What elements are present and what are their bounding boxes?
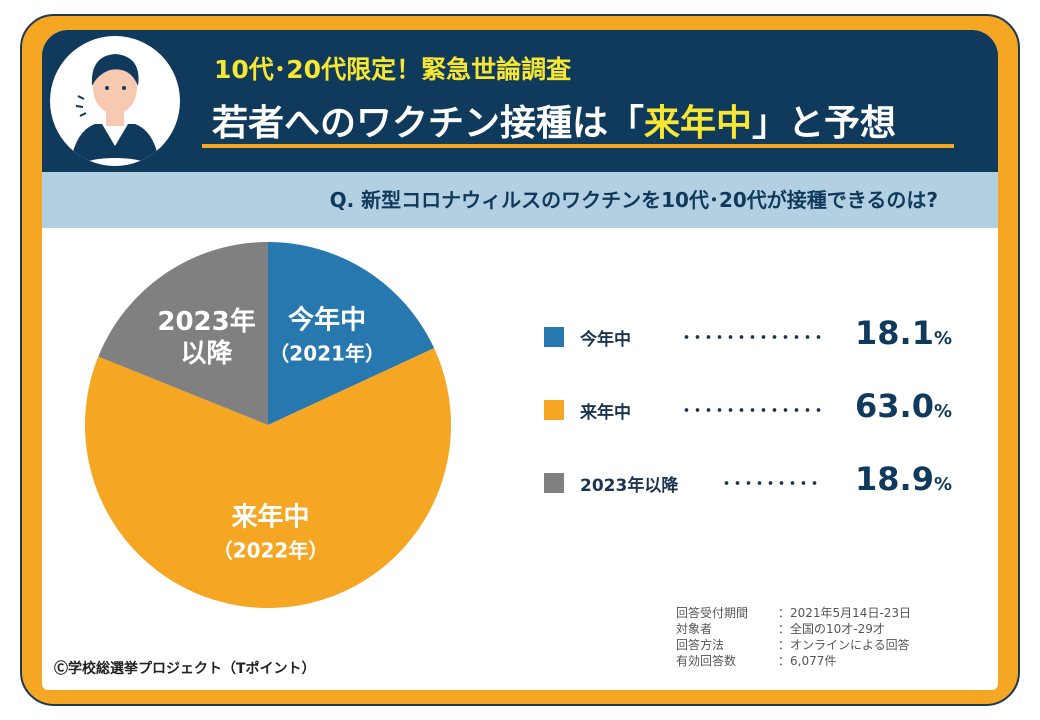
title-part: 」と予想: [752, 103, 897, 144]
legend-label: 今年中: [580, 329, 631, 350]
pie-slice: [268, 242, 435, 425]
title-underline: [202, 144, 954, 148]
meta-value: ：6,077件: [778, 654, 837, 668]
subtitle: 10代･20代限定！緊急世論調査: [214, 55, 572, 84]
legend-swatch: [544, 473, 564, 493]
slice-label: 来年中: [232, 502, 310, 533]
leader-dots: ･････････････: [682, 401, 825, 422]
legend-item: 2023年以降: [544, 468, 678, 498]
meta-row: 対象者 ：全国の10才-29才: [676, 621, 911, 637]
meta-value: ：全国の10才-29才: [778, 622, 885, 636]
main-title: 若者へのワクチン接種は「来年中」と予想: [212, 94, 896, 146]
legend-value: 18.9%: [855, 460, 952, 498]
woman-illustration-icon: [70, 54, 160, 166]
meta-key: 有効回答数: [676, 654, 737, 668]
avatar: [50, 36, 180, 166]
credit: Ⓒ学校総選挙プロジェクト（Tポイント）: [54, 661, 316, 677]
meta-key: 回答受付期間: [676, 606, 749, 620]
slice-label: （2022年）: [213, 539, 329, 563]
meta-value: ：オンラインによる回答: [778, 638, 910, 652]
meta-row: 有効回答数 ：6,077件: [676, 653, 911, 669]
slice-label: 以降: [181, 339, 234, 369]
legend-swatch: [544, 327, 564, 347]
legend-value: 18.1%: [855, 314, 952, 352]
leader-dots: ･････････: [722, 474, 821, 495]
title-highlight: 来年中: [644, 103, 753, 144]
pie-chart: 今年中 （2021年） 来年中 （2022年） 2023年以降: [84, 242, 452, 609]
slice-label: 2023年: [157, 306, 255, 337]
legend-value: 63.0%: [855, 387, 952, 425]
meta-row: 回答受付期間 ：2021年5月14日-23日: [676, 605, 911, 621]
infographic: 10代･20代限定！緊急世論調査 若者へのワクチン接種は「来年中」と予想 Q. …: [42, 30, 998, 690]
legend-item: 今年中: [544, 322, 631, 352]
pie-slice: [84, 348, 452, 609]
question: Q. 新型コロナウィルスのワクチンを10代･20代が接種できるのは?: [42, 172, 998, 228]
legend-item: 来年中: [544, 395, 631, 425]
legend-swatch: [544, 400, 564, 420]
meta-key: 対象者: [676, 622, 713, 636]
header: 10代･20代限定！緊急世論調査 若者へのワクチン接種は「来年中」と予想: [42, 30, 998, 172]
slice-label: 今年中: [288, 304, 366, 335]
legend-label: 2023年以降: [580, 475, 679, 496]
meta-key: 回答方法: [676, 638, 725, 652]
slice-label: （2021年）: [269, 341, 385, 365]
survey-meta: 回答受付期間 ：2021年5月14日-23日対象者 ：全国の10才-29才回答方法 ：…: [676, 605, 911, 669]
leader-dots: ･････････････: [682, 328, 825, 349]
pie-slice: [98, 242, 268, 425]
meta-value: ：2021年5月14日-23日: [778, 606, 912, 620]
legend-label: 来年中: [580, 402, 631, 423]
title-part: 若者へのワクチン接種は「: [212, 103, 645, 144]
meta-row: 回答方法 ：オンラインによる回答: [676, 637, 911, 653]
